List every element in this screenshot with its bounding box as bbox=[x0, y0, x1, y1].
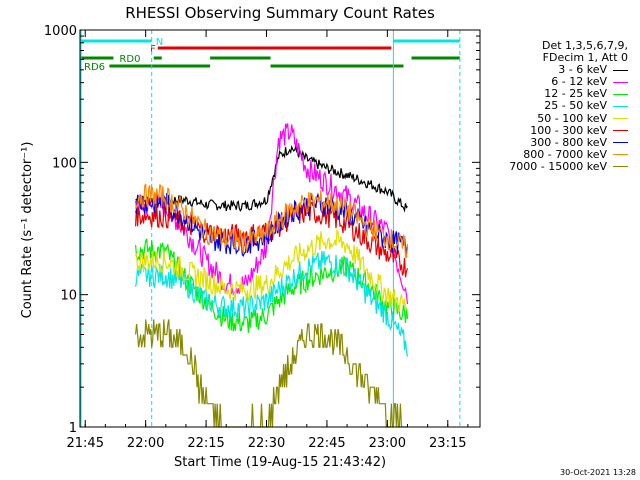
series-line-6-12-kev bbox=[135, 123, 409, 305]
legend-swatch bbox=[613, 130, 628, 132]
x-tick-label: 23:00 bbox=[369, 436, 406, 451]
series-line-100-300-kev bbox=[135, 201, 409, 278]
y-tick-label: 10 bbox=[60, 289, 77, 304]
axes: 21:45 22:00 22:15 22:30 22:45 23:00 23:15 1 10 10… bbox=[44, 24, 480, 451]
y-tick-label: 1 bbox=[69, 421, 77, 436]
legend-entry: 6 - 12 keV bbox=[482, 76, 632, 88]
legend-label: 6 - 12 keV bbox=[551, 75, 607, 89]
time-markers bbox=[80, 30, 461, 427]
series-line-7000-15000-kev bbox=[135, 319, 408, 428]
legend-label: 800 - 7000 keV bbox=[523, 147, 607, 161]
series-line-3-6-kev bbox=[135, 144, 408, 213]
legend-label: 100 - 300 keV bbox=[530, 123, 607, 137]
series-lines bbox=[135, 123, 409, 428]
y-tick-label: 100 bbox=[52, 156, 77, 171]
series-line-300-800-kev bbox=[135, 191, 409, 257]
x-tick-label: 23:15 bbox=[429, 436, 466, 451]
x-tick-label: 22:30 bbox=[248, 436, 285, 451]
y-tick-label: 1000 bbox=[44, 24, 77, 39]
legend-label: 7000 - 15000 keV bbox=[509, 159, 607, 173]
y-axis-label: Count Rate (s⁻¹ detector⁻¹) bbox=[20, 142, 35, 319]
legend-swatch bbox=[613, 154, 628, 156]
x-tick-label: 21:45 bbox=[67, 436, 104, 451]
legend-swatch bbox=[613, 93, 628, 95]
legend-entry: 7000 - 15000 keV bbox=[482, 159, 632, 173]
series-line-25-50-kev bbox=[135, 250, 409, 357]
series-line-12-25-kev bbox=[135, 238, 409, 333]
legend-swatch bbox=[613, 166, 628, 168]
x-axis-label: Start Time (19-Aug-15 21:43:42) bbox=[174, 455, 386, 470]
series-line-800-7000-kev bbox=[135, 183, 409, 259]
flag-bars: NF RD0 RD6 bbox=[80, 37, 460, 73]
legend-label: 12 - 25 keV bbox=[544, 87, 607, 101]
legend-entry: 25 - 50 keV bbox=[482, 100, 632, 112]
legend-swatch bbox=[613, 118, 628, 120]
flag-label-rd0: RD0 bbox=[119, 54, 140, 65]
x-tick-label: 22:00 bbox=[127, 436, 164, 451]
legend-swatch bbox=[613, 142, 628, 144]
chart-title: RHESSI Observing Summary Count Rates bbox=[125, 4, 435, 22]
legend-label: 50 - 100 keV bbox=[537, 111, 607, 125]
legend-entry: 3 - 6 keV bbox=[482, 64, 632, 76]
legend: Det 1,3,5,6,7,9, FDecim 1, Att 0 3 - 6 k… bbox=[482, 39, 632, 173]
legend-entry: 800 - 7000 keV bbox=[482, 147, 632, 161]
legend-swatch bbox=[613, 106, 628, 108]
timestamp: 30-Oct-2021 13:28 bbox=[560, 468, 636, 477]
legend-entry: 12 - 25 keV bbox=[482, 88, 632, 100]
legend-swatch bbox=[613, 81, 628, 83]
legend-entry: 300 - 800 keV bbox=[482, 135, 632, 149]
x-tick-label: 22:15 bbox=[187, 436, 224, 451]
legend-swatch bbox=[613, 69, 628, 71]
x-tick-label: 22:45 bbox=[308, 436, 345, 451]
flag-label-rd6: RD6 bbox=[84, 62, 105, 73]
legend-header-line-1: Det 1,3,5,6,7,9, bbox=[541, 39, 628, 52]
legend-label: 300 - 800 keV bbox=[530, 135, 607, 149]
legend-entry: 100 - 300 keV bbox=[482, 123, 632, 137]
legend-label: 3 - 6 keV bbox=[558, 63, 607, 77]
flag-label-n: N bbox=[156, 37, 163, 48]
plot-frame bbox=[79, 29, 481, 428]
legend-header-line-2: FDecim 1, Att 0 bbox=[542, 51, 628, 65]
legend-label: 25 - 50 keV bbox=[544, 99, 607, 113]
series-line-50-100-kev bbox=[135, 228, 409, 312]
flag-label-f: F bbox=[150, 44, 156, 55]
legend-entry: 50 - 100 keV bbox=[482, 111, 632, 125]
